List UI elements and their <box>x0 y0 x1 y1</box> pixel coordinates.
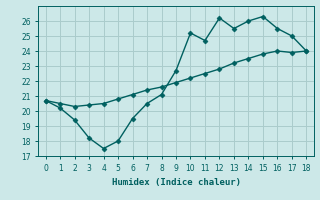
X-axis label: Humidex (Indice chaleur): Humidex (Indice chaleur) <box>111 178 241 187</box>
